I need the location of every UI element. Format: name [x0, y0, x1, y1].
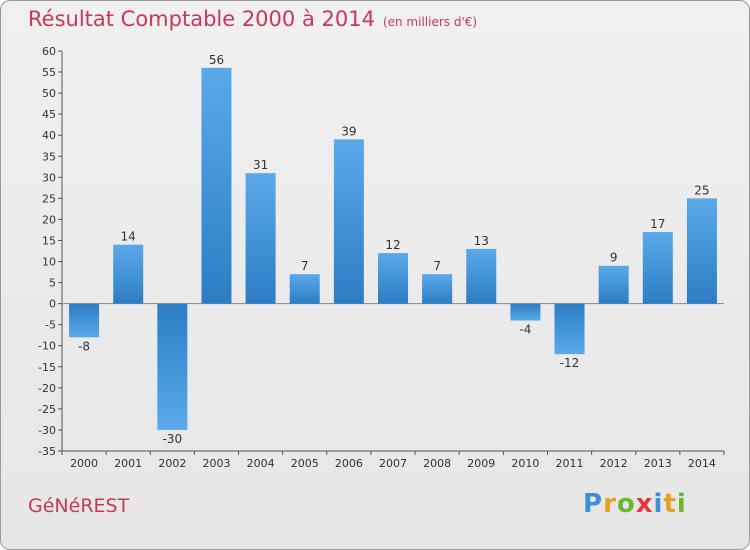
data-label-2006: 39: [341, 124, 356, 138]
y-tick-label: 20: [42, 213, 56, 226]
logo-letter: o: [616, 489, 636, 519]
data-label-2003: 56: [209, 53, 224, 67]
data-label-2002: -30: [163, 432, 183, 446]
data-label-2011: -12: [560, 356, 580, 370]
y-tick-label: 60: [42, 45, 56, 58]
chart-title: Résultat Comptable 2000 à 2014 (en millie…: [28, 7, 477, 31]
x-tick-label: 2010: [511, 457, 539, 470]
x-tick-label: 2009: [467, 457, 495, 470]
logo-letter: i: [653, 489, 664, 519]
y-tick-label: -5: [45, 319, 56, 332]
y-tick-label: -10: [38, 340, 56, 353]
y-tick-label: 30: [42, 171, 56, 184]
x-tick-label: 2004: [247, 457, 275, 470]
data-label-2005: 7: [301, 259, 309, 273]
x-tick-label: 2002: [158, 457, 186, 470]
chart-bars: [69, 67, 717, 430]
x-tick-label: 2014: [688, 457, 716, 470]
commune-name: GéNéREST: [28, 495, 130, 517]
logo-letter: t: [663, 489, 677, 519]
bar-2010: [510, 303, 541, 321]
y-tick-label: 40: [42, 129, 56, 142]
bar-2006: [333, 139, 364, 304]
logo-letter: r: [603, 489, 617, 519]
data-label-2012: 9: [610, 251, 618, 265]
y-tick-label: 35: [42, 150, 56, 163]
proxiti-logo: Proxiti: [583, 489, 687, 519]
bar-2013: [642, 232, 673, 304]
data-label-2008: 7: [433, 259, 441, 273]
x-tick-label: 2000: [70, 457, 98, 470]
data-label-2014: 25: [694, 183, 709, 197]
logo-letter: P: [583, 489, 604, 519]
bar-2008: [422, 274, 453, 304]
chart-data-labels: -8 14 -30 56 31 7 39 12 7 13 -4 -12 9 17 25: [78, 53, 709, 446]
x-tick-label: 2006: [335, 457, 363, 470]
bar-2007: [378, 253, 408, 304]
x-tick-label: 2005: [291, 457, 319, 470]
y-tick-label: -25: [38, 403, 56, 416]
bar-2000: [69, 303, 100, 338]
y-tick-label: 5: [49, 277, 56, 290]
bar-2009: [466, 248, 497, 304]
data-label-2013: 17: [650, 217, 665, 231]
bar-2011: [554, 303, 585, 355]
y-tick-label: -15: [38, 361, 56, 374]
bar-2005: [289, 274, 320, 304]
data-label-2000: -8: [78, 339, 90, 353]
x-tick-label: 2012: [600, 457, 628, 470]
y-tick-label: -35: [38, 445, 56, 458]
chart-units: (en milliers d'€): [382, 15, 478, 29]
y-tick-label: 0: [49, 298, 56, 311]
data-label-2009: 13: [474, 234, 489, 248]
bar-2004: [245, 173, 276, 304]
chart-axes: -35 -30 -25 -20 -15 -10 -5 0 5 10 15 20 25 30 35 40 45 50…: [38, 45, 725, 470]
x-tick-label: 2013: [644, 457, 672, 470]
y-tick-label: -20: [38, 382, 56, 395]
bar-2014: [686, 198, 717, 304]
x-tick-label: 2011: [556, 457, 584, 470]
bar-2002: [157, 303, 188, 430]
data-label-2010: -4: [519, 322, 531, 336]
data-label-2001: 14: [121, 230, 136, 244]
y-tick-label: -30: [38, 424, 56, 437]
chart-title-text: Résultat Comptable 2000 à 2014: [28, 7, 375, 31]
bar-2003: [201, 67, 232, 304]
x-tick-label: 2003: [202, 457, 230, 470]
x-tick-label: 2007: [379, 457, 407, 470]
y-tick-label: 10: [42, 256, 56, 269]
y-tick-label: 45: [42, 108, 56, 121]
logo-letter: i: [676, 489, 687, 519]
bar-2012: [598, 265, 629, 304]
y-tick-label: 50: [42, 87, 56, 100]
logo-letter: x: [635, 489, 654, 519]
x-tick-label: 2001: [114, 457, 142, 470]
y-tick-label: 25: [42, 192, 56, 205]
x-tick-label: 2008: [423, 457, 451, 470]
data-label-2004: 31: [253, 158, 268, 172]
bar-2001: [113, 244, 144, 304]
data-label-2007: 12: [385, 238, 400, 252]
y-tick-label: 55: [42, 66, 56, 79]
y-tick-label: 15: [42, 234, 56, 247]
